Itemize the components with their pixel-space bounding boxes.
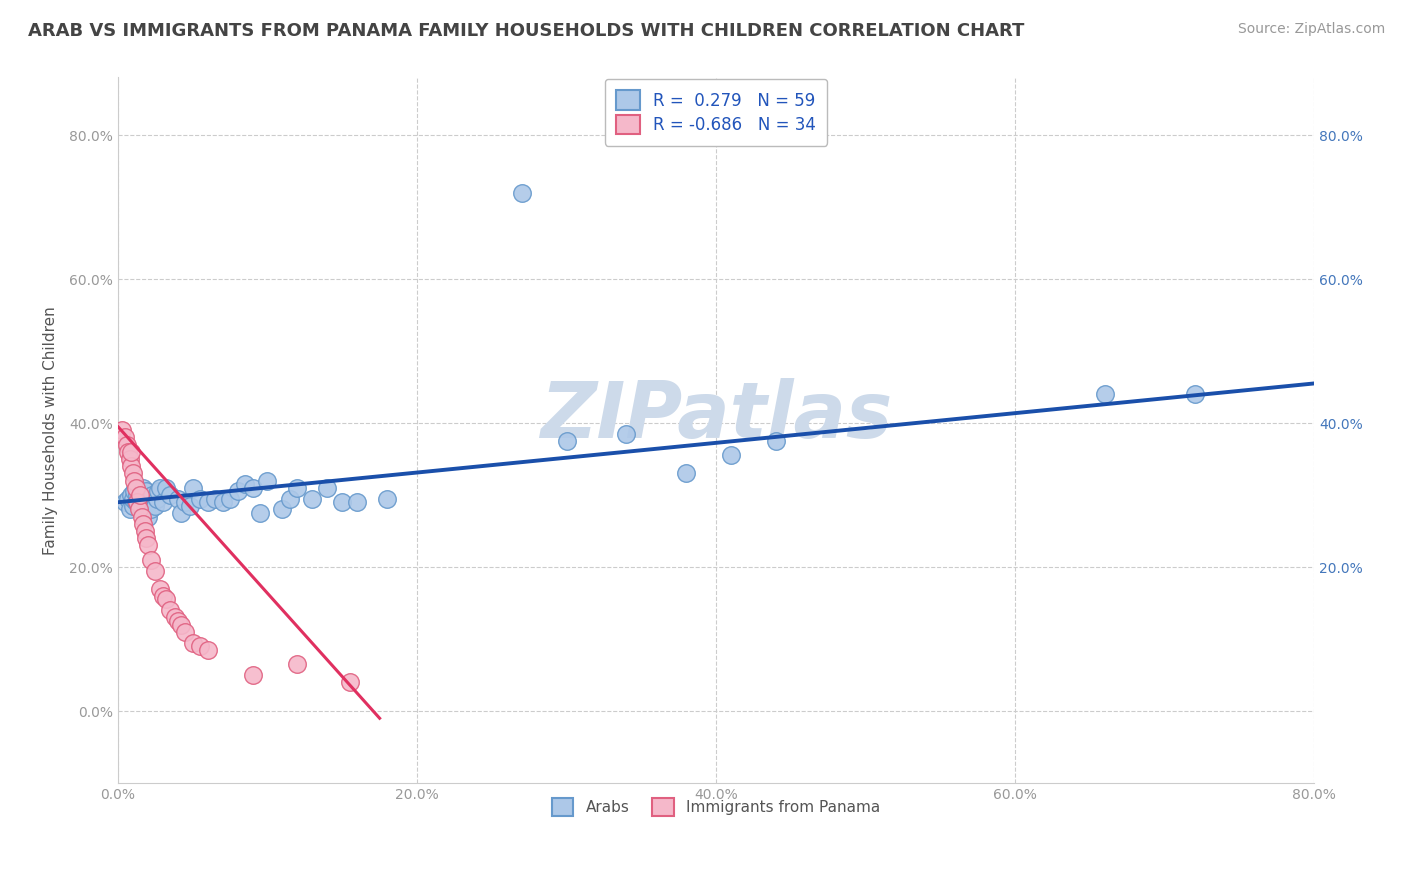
Point (117, 445, 139, 459)
Point (122, 499, 145, 513)
Point (675, 467, 697, 481)
Point (114, 430, 136, 444)
Y-axis label: Family Households with Children: Family Households with Children (44, 306, 58, 555)
Text: ARAB VS IMMIGRANTS FROM PANAMA FAMILY HOUSEHOLDS WITH CHILDREN CORRELATION CHART: ARAB VS IMMIGRANTS FROM PANAMA FAMILY HO… (28, 22, 1025, 40)
Point (139, 502, 162, 516)
Point (136, 509, 159, 524)
Point (226, 484, 249, 499)
Point (211, 495, 233, 509)
Point (124, 474, 146, 488)
Point (134, 491, 156, 506)
Point (249, 506, 271, 520)
Point (174, 495, 197, 509)
Point (219, 491, 242, 506)
Point (146, 491, 169, 506)
Point (132, 516, 155, 531)
Point (134, 524, 156, 538)
Point (127, 495, 149, 509)
Point (118, 452, 141, 467)
Point (128, 499, 150, 513)
Point (138, 495, 160, 509)
Point (131, 488, 153, 502)
Point (271, 502, 294, 516)
Point (141, 488, 163, 502)
Point (197, 643, 219, 657)
Point (170, 506, 193, 520)
Point (174, 624, 197, 639)
Point (120, 459, 142, 474)
Point (181, 481, 204, 495)
Point (159, 488, 181, 502)
Point (163, 610, 186, 624)
Point (555, 434, 578, 448)
Point (118, 502, 141, 516)
Point (233, 477, 256, 491)
Point (330, 495, 353, 509)
Point (256, 474, 278, 488)
Point (159, 603, 181, 617)
Point (188, 639, 211, 653)
Point (131, 509, 153, 524)
Point (111, 423, 134, 437)
Point (1184, 387, 1206, 401)
Point (125, 495, 148, 509)
Point (129, 491, 152, 506)
Point (135, 531, 157, 545)
Point (148, 484, 170, 499)
Point (132, 481, 155, 495)
Point (149, 582, 172, 596)
Point (1094, 387, 1116, 401)
Point (204, 491, 226, 506)
Point (181, 635, 204, 649)
Point (287, 481, 309, 495)
Point (155, 592, 177, 607)
Point (287, 657, 309, 672)
Point (115, 437, 138, 451)
Point (614, 426, 637, 441)
Point (135, 484, 157, 499)
Point (124, 484, 146, 499)
Point (166, 491, 188, 506)
Point (122, 491, 145, 506)
Point (143, 499, 166, 513)
Point (128, 502, 150, 516)
Point (120, 488, 142, 502)
Point (134, 499, 156, 513)
Point (129, 488, 152, 502)
Text: ZIPatlas: ZIPatlas (540, 378, 893, 454)
Point (127, 488, 149, 502)
Point (197, 495, 219, 509)
Point (117, 491, 139, 506)
Point (149, 481, 172, 495)
Point (166, 614, 188, 628)
Text: Source: ZipAtlas.com: Source: ZipAtlas.com (1237, 22, 1385, 37)
Point (720, 449, 742, 463)
Point (122, 467, 145, 481)
Point (152, 589, 174, 603)
Point (316, 481, 339, 495)
Point (152, 495, 174, 509)
Point (120, 445, 142, 459)
Point (179, 499, 201, 513)
Point (339, 675, 361, 690)
Point (143, 564, 166, 578)
Point (170, 617, 193, 632)
Point (242, 668, 264, 682)
Point (188, 491, 211, 506)
Point (510, 186, 533, 200)
Point (278, 491, 301, 506)
Point (346, 495, 368, 509)
Point (136, 538, 159, 552)
Point (301, 491, 323, 506)
Point (242, 481, 264, 495)
Point (139, 553, 162, 567)
Point (155, 481, 177, 495)
Point (125, 481, 148, 495)
Legend: Arabs, Immigrants from Panama: Arabs, Immigrants from Panama (543, 789, 890, 825)
Point (375, 491, 398, 506)
Point (765, 434, 787, 448)
Point (114, 495, 136, 509)
Point (131, 502, 153, 516)
